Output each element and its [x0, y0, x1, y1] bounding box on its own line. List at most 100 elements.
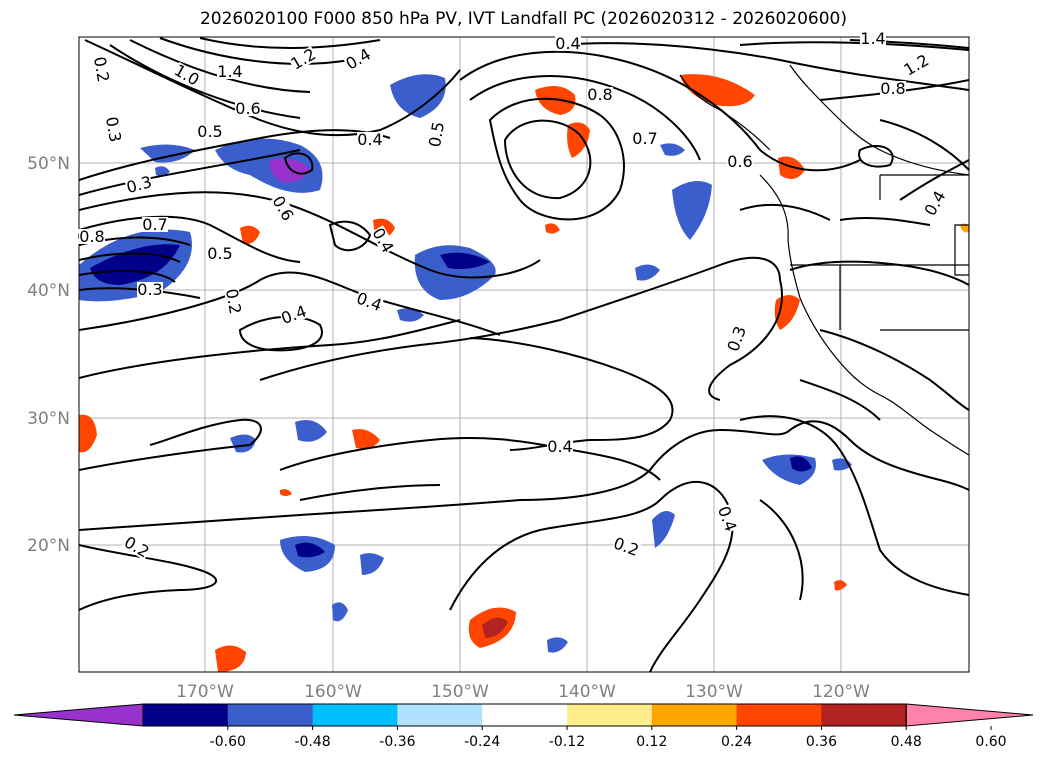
contour-label-bg — [217, 64, 243, 79]
contour-label: 0.3 — [102, 115, 125, 143]
contour-label: 0.5 — [425, 120, 448, 148]
contour-label-bg — [121, 533, 152, 560]
contour-label: 0.4 — [555, 34, 580, 53]
negative-anomaly — [360, 553, 384, 575]
contour-label: 0.7 — [632, 129, 657, 148]
colorbar-tick-label: -0.60 — [210, 734, 246, 750]
negative-anomaly — [155, 166, 170, 176]
lat-label: 40°N — [27, 281, 70, 301]
latitude-labels: 50°N 40°N 30°N 20°N — [27, 154, 70, 556]
positive-anomaly — [79, 414, 97, 453]
colorbar-segment — [567, 704, 653, 726]
colorbar-segment — [227, 704, 314, 726]
colorbar: -0.60 -0.48 -0.36 -0.24 -0.12 0.12 0.24 0.36 0.4… — [13, 703, 1034, 750]
negative-anomaly — [547, 637, 568, 653]
negative-anomaly — [440, 252, 490, 270]
negative-anomaly — [269, 158, 310, 183]
contour-label-bg — [715, 504, 739, 534]
negative-anomaly — [140, 144, 195, 163]
negative-anomaly — [295, 419, 327, 442]
colorbar-tick-label: -0.24 — [464, 734, 500, 750]
lon-label: 150°W — [431, 682, 489, 702]
positive-anomaly — [352, 429, 380, 449]
lon-label: 160°W — [304, 682, 362, 702]
contour-label-bg — [207, 246, 233, 261]
contour-label-bg — [727, 154, 753, 169]
positive-anomaly — [240, 225, 260, 245]
negative-anomaly — [295, 542, 325, 558]
contour-label-bg — [921, 188, 948, 219]
contour-label-bg — [171, 61, 202, 88]
colorbar-segment — [143, 704, 229, 726]
contour-label-bg — [547, 439, 573, 454]
colorbar-extend-max — [905, 703, 1034, 727]
contour-label-bg — [725, 324, 749, 354]
contour-label-bg — [197, 124, 223, 139]
negative-anomaly — [230, 434, 256, 453]
contour-label: 0.7 — [142, 215, 167, 234]
colorbar-tick-label: -0.12 — [549, 734, 585, 750]
contour-label-bg — [555, 36, 581, 51]
colorbar-segment — [821, 704, 907, 726]
pv-contours — [79, 37, 969, 672]
colorbar-tick-label: 0.36 — [806, 734, 837, 750]
colorbar-tick-label: 0.48 — [891, 734, 922, 750]
contour-label: 1.4 — [217, 62, 242, 81]
lon-label: 120°W — [812, 682, 870, 702]
colorbar-extend-min — [13, 703, 144, 727]
contour-label: 0.5 — [207, 244, 232, 263]
longitude-labels: 170°W 160°W 150°W 140°W 130°W 120°W — [176, 682, 870, 702]
contour-label-bg — [142, 217, 168, 232]
contour-label: 0.2 — [90, 55, 113, 83]
negative-anomaly — [790, 456, 812, 472]
contour-label-bg — [103, 115, 124, 144]
contour-label-bg — [632, 131, 658, 146]
contour-label-bg — [79, 229, 105, 244]
contour-label: 0.8 — [587, 85, 612, 104]
colorbar-tick-label: 0.12 — [636, 734, 667, 750]
map-border — [78, 36, 970, 673]
contour-label: 0.3 — [137, 280, 162, 299]
contour-label-bg — [270, 193, 297, 224]
colorbar-segment — [312, 704, 398, 726]
contour-label: 0.4 — [547, 437, 572, 456]
contour-label-bg — [137, 282, 163, 297]
contour-label-bg — [880, 81, 906, 96]
positive-anomaly — [680, 74, 755, 107]
positive-anomaly — [567, 122, 590, 158]
contour-label: 0.5 — [197, 122, 222, 141]
negative-anomaly — [390, 74, 446, 118]
contour-label-bg — [279, 303, 309, 327]
colorbar-segment — [397, 704, 483, 726]
colorbar-segment — [482, 704, 568, 726]
contour-label: 1.4 — [860, 29, 885, 48]
contour-label-bg — [901, 51, 932, 78]
contour-label-bg — [124, 174, 154, 196]
contour-label: 0.6 — [235, 99, 260, 118]
contour-label-bg — [354, 290, 384, 314]
lat-label: 50°N — [27, 154, 70, 174]
contour-label-bg — [426, 120, 447, 149]
positive-anomaly — [280, 489, 292, 496]
colorbar-border — [142, 703, 907, 727]
contour-label-bg — [91, 55, 112, 84]
lon-label: 170°W — [176, 682, 234, 702]
lon-label: 130°W — [685, 682, 743, 702]
positive-anomaly — [482, 617, 508, 638]
gridlines — [79, 37, 969, 672]
contour-label-bg — [860, 31, 886, 46]
contour-label: 0.4 — [357, 130, 382, 149]
contour-label: 0.8 — [880, 79, 905, 98]
contour-label: 0.8 — [79, 227, 104, 246]
lon-label: 140°W — [558, 682, 616, 702]
contour-label-bg — [611, 535, 641, 559]
contour-label: 0.2 — [222, 287, 245, 315]
map-panel — [79, 37, 969, 672]
contour-label-bg — [343, 45, 374, 72]
contour-label-bg — [370, 225, 397, 256]
colorbar-segment — [651, 704, 738, 726]
negative-anomaly — [397, 308, 424, 322]
positive-anomaly — [215, 645, 246, 672]
negative-anomaly — [652, 511, 675, 548]
